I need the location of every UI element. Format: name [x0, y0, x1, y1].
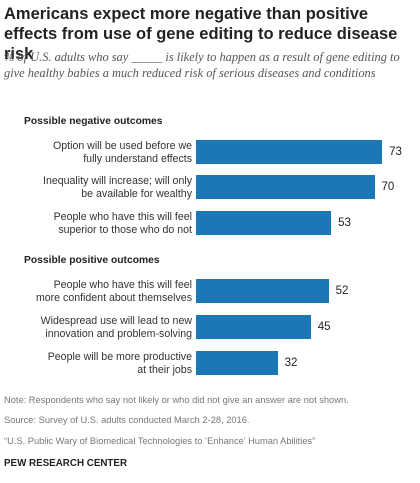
- note: Note: Respondents who say not likely or …: [4, 395, 349, 405]
- brand-logo-text: PEW RESEARCH CENTER: [4, 458, 128, 469]
- value-label: 32: [284, 357, 298, 369]
- category-label: People who have this will feel superior …: [53, 211, 192, 236]
- value-label: 53: [338, 217, 351, 229]
- category-label: Inequality will increase; will only be a…: [43, 175, 192, 200]
- value-label: 73: [389, 146, 402, 158]
- category-label: People who have this will feel more conf…: [35, 279, 192, 304]
- value-label: 52: [335, 285, 349, 297]
- category-label: Widespread use will lead to new innovati…: [40, 315, 192, 340]
- bar: [196, 175, 375, 199]
- bar: [196, 315, 311, 339]
- group-label-positive: Possible positive outcomes: [24, 255, 160, 266]
- source: Source: Survey of U.S. adults conducted …: [4, 415, 250, 425]
- category-label: Option will be used before we fully unde…: [53, 140, 192, 165]
- group-label-negative: Possible negative outcomes: [24, 116, 163, 127]
- chart-subtitle: % of U.S. adults who say _____ is likely…: [4, 50, 400, 80]
- value-label: 70: [381, 181, 395, 193]
- value-label: 45: [317, 321, 331, 333]
- bar: [196, 351, 278, 375]
- report-title: “U.S. Public Wary of Biomedical Technolo…: [4, 436, 316, 446]
- bar: [196, 140, 383, 164]
- bar: [196, 211, 332, 235]
- category-label: People will be more productive at their …: [47, 351, 192, 376]
- chart-title: Americans expect more negative than posi…: [4, 5, 398, 63]
- bar: [196, 279, 329, 303]
